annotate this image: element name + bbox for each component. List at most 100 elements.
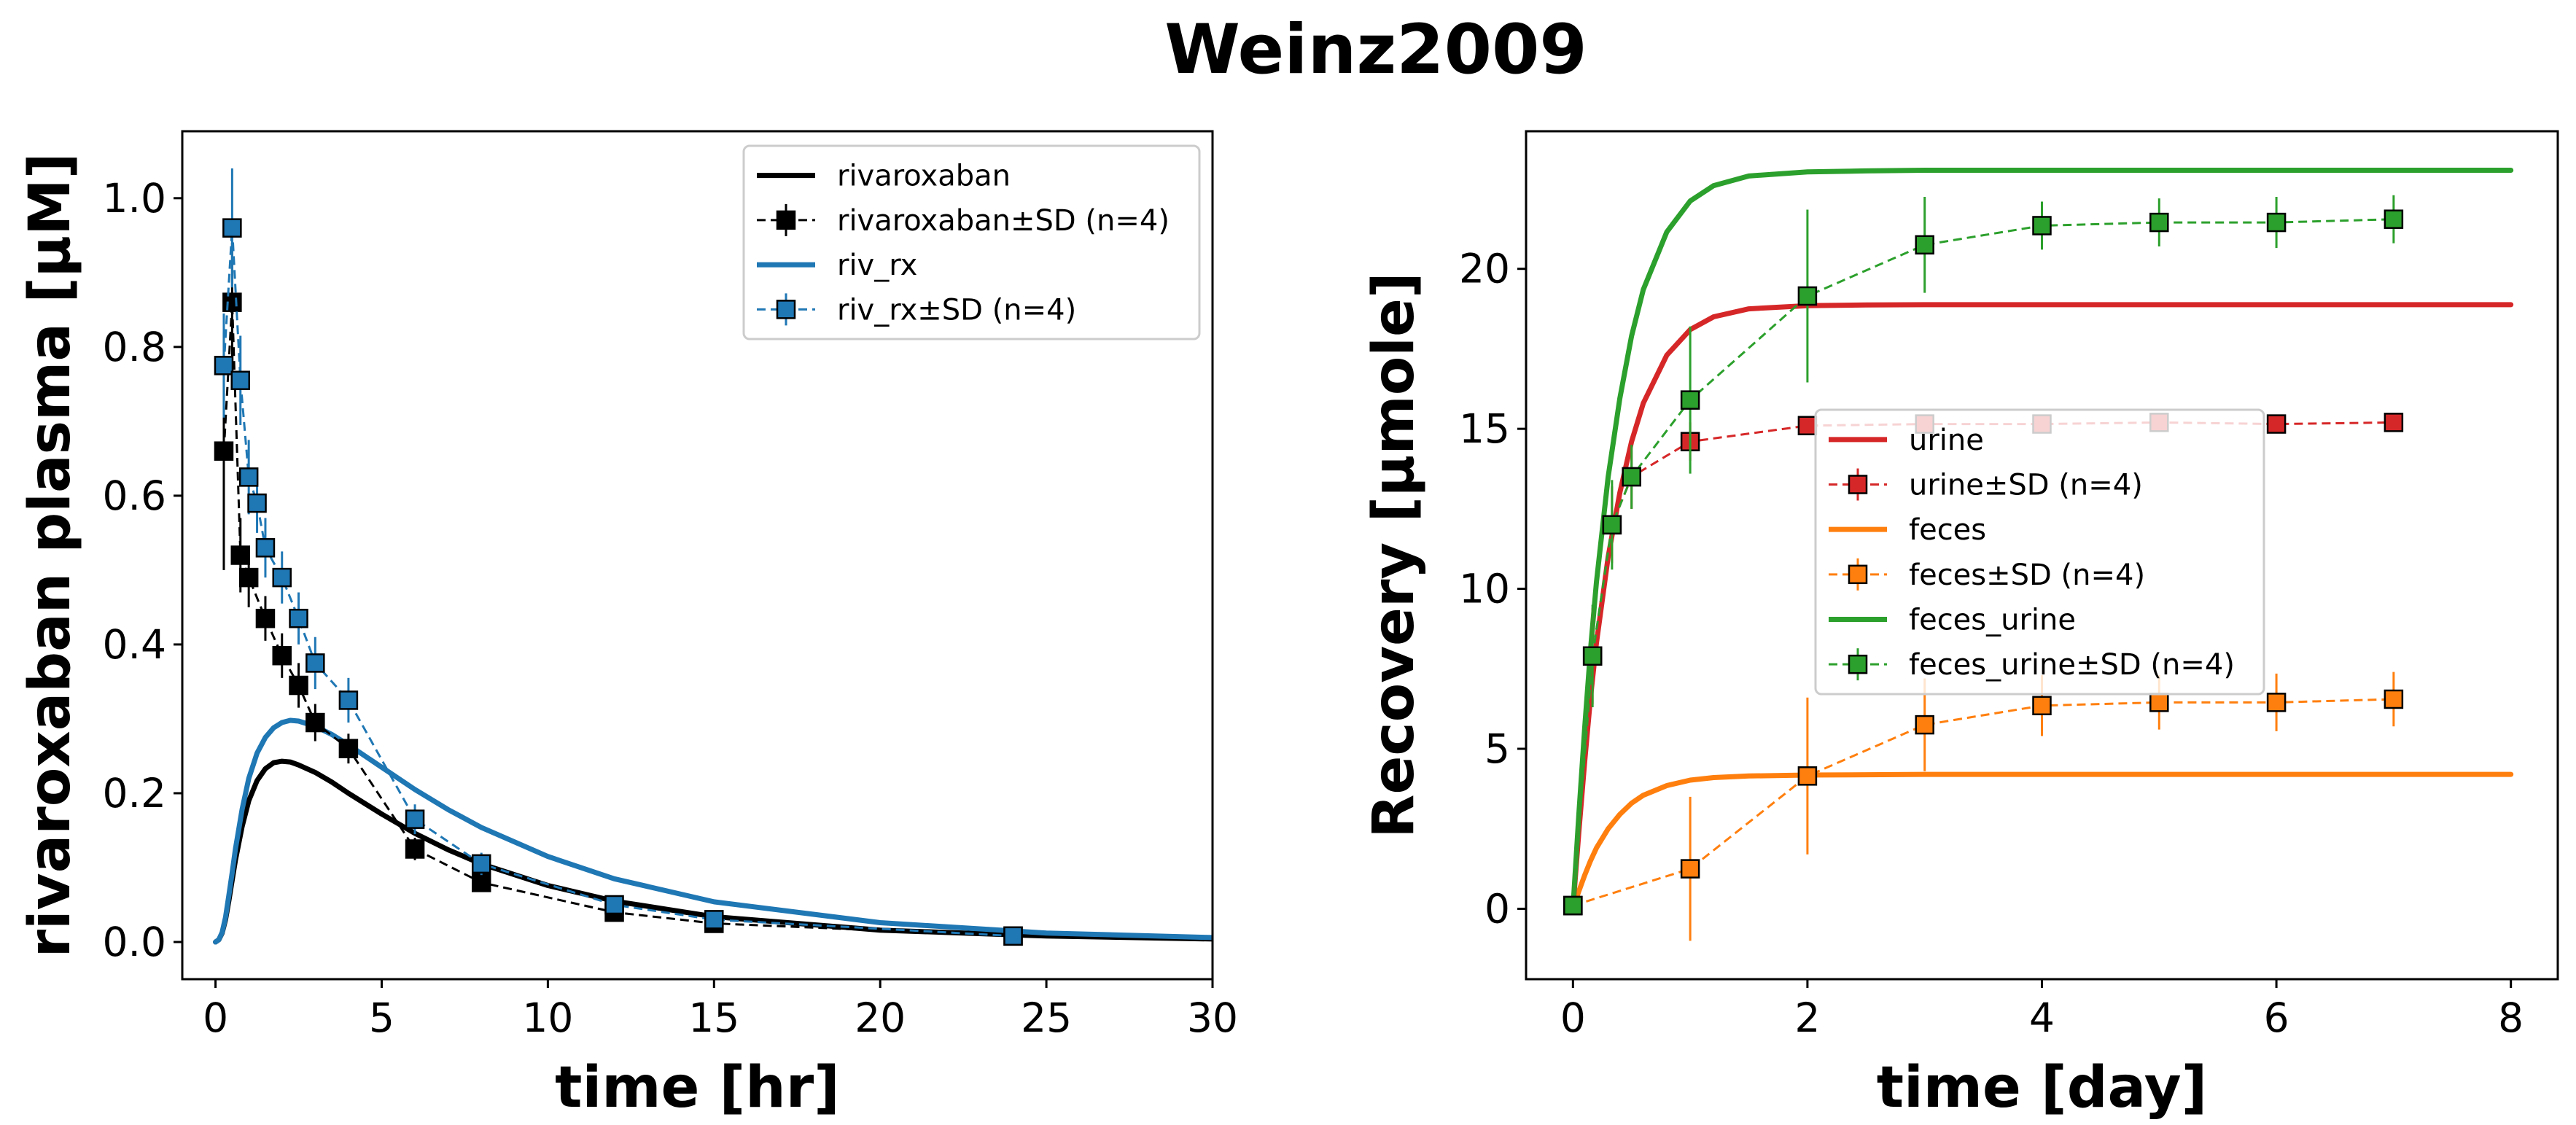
y-tick-label: 20 (1459, 246, 1510, 292)
x-tick-label: 10 (522, 994, 573, 1041)
series-riv-rx-point (247, 493, 267, 513)
series-feces-urine-point (2384, 209, 2404, 229)
y-tick-label: 0.2 (103, 770, 166, 817)
x-tick-label: 20 (855, 994, 906, 1041)
series-feces-urine-point (1680, 390, 1700, 410)
series-feces-point (2032, 696, 2052, 716)
series-riv-rx-point (704, 910, 724, 930)
y-axis-label: rivaroxaban plasma [µM] (17, 153, 83, 958)
series-feces-urine-point (1602, 515, 1622, 535)
series-riv-rx-point (289, 608, 308, 628)
series-riv-rx-point (272, 567, 292, 588)
series-rivaroxaban-point (289, 675, 308, 696)
x-tick-label: 0 (1560, 994, 1586, 1041)
series-riv-rx-point (405, 809, 425, 829)
left-plot: 0 5 10 15 20 25 30 0.0 0.2 0.4 0.6 0.8 1.0 time [hr] r… (17, 130, 1238, 1121)
series-feces-urine-point (1915, 235, 1934, 255)
series-riv-rx-point (1003, 926, 1023, 946)
legend-label: rivaroxaban±SD (n=4) (837, 204, 1170, 238)
y-tick-label: 1.0 (103, 175, 166, 222)
legend-label: feces_urine±SD (n=4) (1909, 648, 2235, 682)
series-feces-point (1680, 859, 1700, 879)
series-riv-rx-dashed-line (222, 227, 1013, 938)
x-tick-label: 4 (2029, 994, 2055, 1041)
series-feces-urine-point (1582, 646, 1603, 666)
series-feces-urine-point (1622, 467, 1641, 487)
series-rivaroxaban-point (306, 712, 325, 733)
series-rivaroxaban-point (230, 545, 251, 565)
x-tick-label: 25 (1021, 994, 1072, 1041)
x-tick-label: 30 (1187, 994, 1238, 1041)
y-tick-label: 0 (1484, 885, 1510, 932)
series-feces-point (2266, 693, 2287, 712)
axes-frame (181, 130, 1214, 981)
legend-label: feces_urine (1909, 604, 2076, 637)
series-riv-rx-point (471, 854, 491, 874)
legend-marker-swatch (1848, 564, 1868, 585)
legend-label: urine±SD (n=4) (1909, 469, 2143, 502)
series-feces-urine-point (2032, 216, 2052, 235)
series-urine-point (2266, 414, 2287, 434)
series-line-feces (1570, 771, 2514, 911)
legend-box (742, 144, 1201, 340)
series-rivaroxaban-point (272, 645, 292, 666)
legend: urine urine±SD (n=4) feces feces±SD (n=4) fe… (1814, 408, 2265, 696)
y-tick-label: 10 (1459, 566, 1510, 612)
x-tick-label: 0 (203, 994, 228, 1041)
series-feces-point (1915, 715, 1934, 735)
y-tick-label: 0.0 (103, 919, 166, 965)
series-rivaroxaban-point (338, 739, 359, 758)
series-feces-point (2384, 689, 2404, 709)
legend-marker-swatch (776, 300, 796, 319)
series-rivaroxaban-point (222, 292, 242, 312)
series-riv-rx-point (306, 653, 325, 673)
legend-box (1814, 408, 2265, 696)
series-rivaroxaban-point (238, 567, 259, 588)
series-riv-rx-point (604, 895, 624, 915)
legend-marker-swatch (1848, 654, 1868, 674)
series-urine-point (1797, 416, 1818, 436)
legend-label: riv_rx±SD (n=4) (837, 293, 1076, 327)
legend: rivaroxaban rivaroxaban±SD (n=4) riv_rxriv… (742, 144, 1201, 340)
series-feces-urine-point (2149, 212, 2169, 233)
series-rivaroxaban-point (471, 873, 491, 892)
x-tick-label: 15 (688, 994, 739, 1041)
series-feces-urine-point (1797, 286, 1818, 306)
x-axis-label: time [hr] (555, 1055, 840, 1121)
right-plot: 0 2 4 6 8 0 5 10 15 20 time [day] Recovery [µmole] u… (1361, 130, 2559, 1121)
x-tick-label: 6 (2264, 994, 2289, 1041)
x-axis-label: time [day] (1877, 1055, 2208, 1121)
series-riv-rx-point (338, 690, 359, 710)
legend-marker-swatch (1848, 475, 1868, 494)
series-rivaroxaban-dashed-line (222, 302, 1013, 938)
y-tick-label: 0.6 (103, 472, 166, 519)
y-axis-label: Recovery [µmole] (1361, 272, 1427, 838)
series-rivaroxaban-point (214, 441, 234, 461)
series-feces-dashed-line (1572, 698, 2394, 907)
legend-marker-swatch (776, 210, 796, 230)
x-tick-label: 5 (369, 994, 394, 1041)
series-riv-rx-point (230, 370, 251, 391)
series-urine-point (2384, 413, 2404, 432)
legend-label: feces±SD (n=4) (1909, 558, 2145, 592)
legend-label: riv_rx (837, 249, 917, 282)
series-riv-rx-point (238, 467, 259, 487)
x-tick-label: 2 (1794, 994, 1820, 1041)
legend-label: feces (1909, 513, 1986, 547)
y-tick-label: 5 (1484, 725, 1510, 772)
series-feces-urine-point (2266, 212, 2287, 233)
series-feces-urine-point (1563, 895, 1583, 916)
legend-label: rivaroxaban (837, 160, 1011, 193)
y-tick-label: 0.4 (103, 621, 166, 668)
series-rivaroxaban-point (405, 839, 425, 859)
series-feces-point (1797, 766, 1818, 786)
series-feces-point (2149, 693, 2169, 712)
figure-title: Weinz2009 (1164, 10, 1587, 90)
plot-area (213, 168, 1213, 946)
series-rivaroxaban-point (255, 608, 276, 628)
series-line-riv-rx (213, 717, 1213, 945)
x-tick-label: 8 (2498, 994, 2524, 1041)
y-tick-label: 0.8 (103, 324, 166, 370)
legend-label: urine (1909, 424, 1984, 457)
